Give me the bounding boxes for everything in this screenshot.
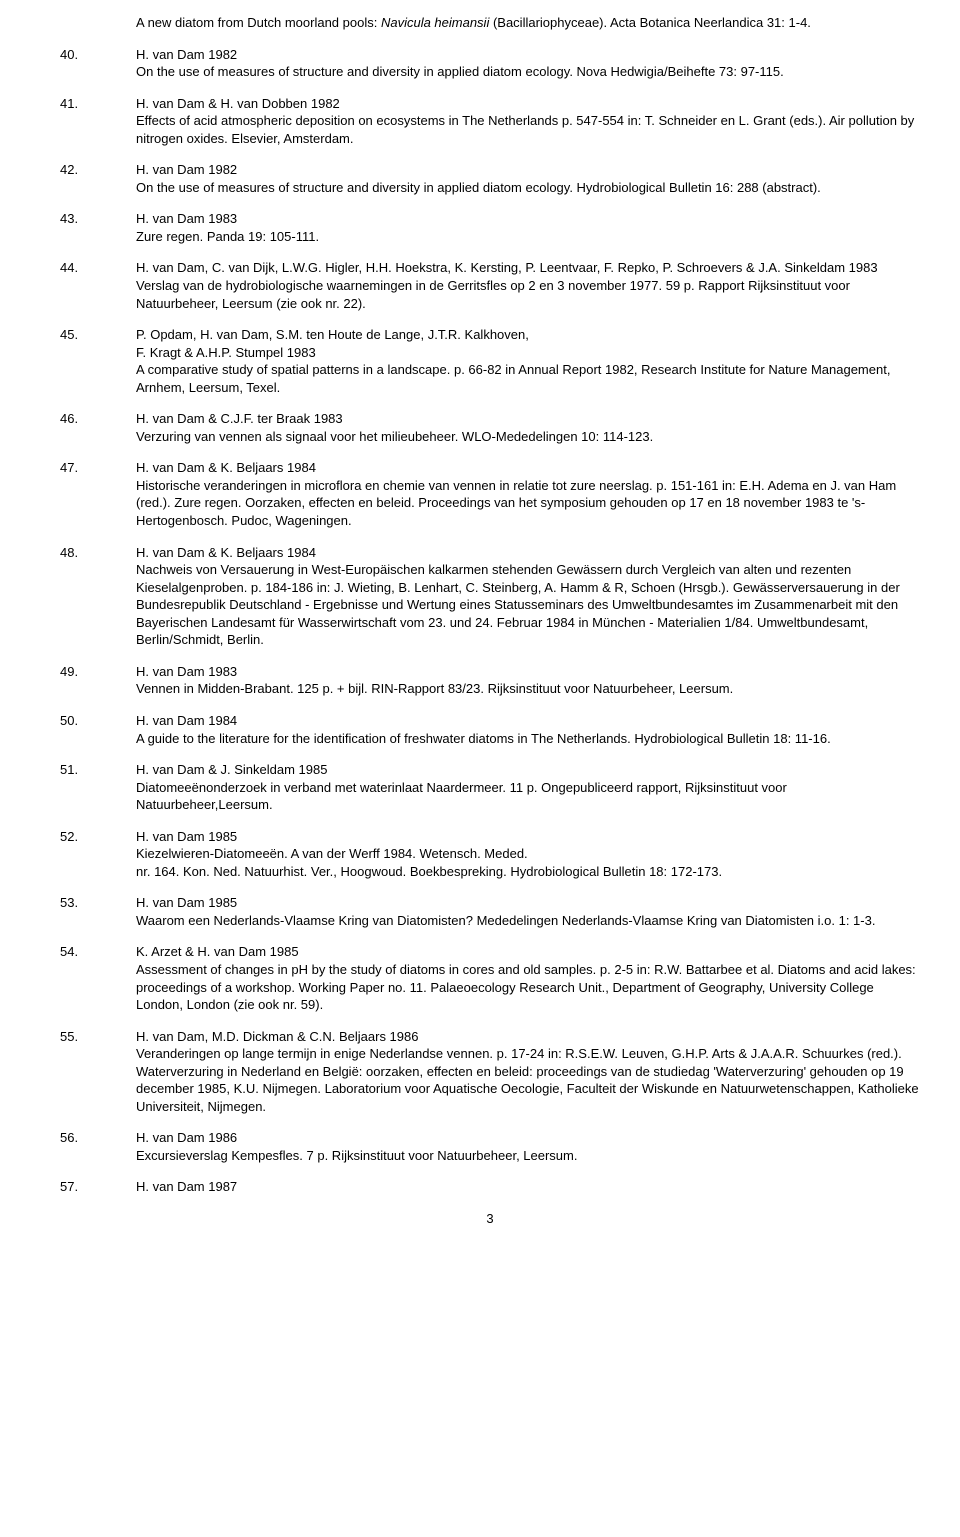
reference-number: 47. (60, 459, 136, 529)
reference-number: 42. (60, 161, 136, 196)
reference-entry: 52.H. van Dam 1985Kiezelwieren-Diatomeeë… (60, 828, 920, 881)
reference-entry: 42.H. van Dam 1982On the use of measures… (60, 161, 920, 196)
reference-number: 43. (60, 210, 136, 245)
reference-entry: 43.H. van Dam 1983Zure regen. Panda 19: … (60, 210, 920, 245)
reference-number: 52. (60, 828, 136, 881)
reference-text: Veranderingen op lange termijn in enige … (136, 1045, 920, 1115)
reference-text: Waarom een Nederlands-Vlaamse Kring van … (136, 912, 920, 930)
reference-entry: 57.H. van Dam 1987 (60, 1178, 920, 1196)
reference-authors: H. van Dam & J. Sinkeldam 1985 (136, 761, 920, 779)
reference-authors-line2: F. Kragt & A.H.P. Stumpel 1983 (136, 344, 920, 362)
reference-body: H. van Dam, C. van Dijk, L.W.G. Higler, … (136, 259, 920, 312)
reference-entry: 56.H. van Dam 1986Excursieverslag Kempes… (60, 1129, 920, 1164)
reference-authors: H. van Dam 1987 (136, 1178, 920, 1196)
reference-body: H. van Dam 1982On the use of measures of… (136, 46, 920, 81)
reference-body: H. van Dam & C.J.F. ter Braak 1983Verzur… (136, 410, 920, 445)
reference-authors: P. Opdam, H. van Dam, S.M. ten Houte de … (136, 326, 920, 344)
reference-number: 46. (60, 410, 136, 445)
reference-text: On the use of measures of structure and … (136, 179, 920, 197)
reference-authors: H. van Dam 1985 (136, 894, 920, 912)
reference-authors: H. van Dam & H. van Dobben 1982 (136, 95, 920, 113)
reference-text: Assessment of changes in pH by the study… (136, 961, 920, 1014)
reference-entry: 53.H. van Dam 1985Waarom een Nederlands-… (60, 894, 920, 929)
reference-text: Historische veranderingen in microflora … (136, 477, 920, 530)
reference-text: Diatomeeënonderzoek in verband met water… (136, 779, 920, 814)
reference-body: P. Opdam, H. van Dam, S.M. ten Houte de … (136, 326, 920, 396)
reference-entry: 51.H. van Dam & J. Sinkeldam 1985Diatome… (60, 761, 920, 814)
reference-text: On the use of measures of structure and … (136, 63, 920, 81)
reference-text: Vennen in Midden-Brabant. 125 p. + bijl.… (136, 680, 920, 698)
reference-authors: H. van Dam 1983 (136, 663, 920, 681)
reference-number: 57. (60, 1178, 136, 1196)
reference-text: A comparative study of spatial patterns … (136, 361, 920, 396)
reference-authors: H. van Dam 1982 (136, 161, 920, 179)
orphan-continuation: A new diatom from Dutch moorland pools: … (136, 14, 920, 32)
reference-text: Verzuring van vennen als signaal voor he… (136, 428, 920, 446)
reference-text: Nachweis von Versauerung in West-Europäi… (136, 561, 920, 649)
reference-body: H. van Dam & H. van Dobben 1982Effects o… (136, 95, 920, 148)
reference-body: H. van Dam & K. Beljaars 1984Nachweis vo… (136, 544, 920, 649)
reference-number: 50. (60, 712, 136, 747)
reference-body: H. van Dam & K. Beljaars 1984Historische… (136, 459, 920, 529)
reference-authors: H. van Dam 1986 (136, 1129, 920, 1147)
reference-authors: H. van Dam 1983 (136, 210, 920, 228)
reference-entry: 41.H. van Dam & H. van Dobben 1982Effect… (60, 95, 920, 148)
reference-entry: 49.H. van Dam 1983Vennen in Midden-Braba… (60, 663, 920, 698)
reference-body: H. van Dam 1986Excursieverslag Kempesfle… (136, 1129, 920, 1164)
reference-body: K. Arzet & H. van Dam 1985Assessment of … (136, 943, 920, 1013)
reference-number: 53. (60, 894, 136, 929)
reference-authors: H. van Dam & K. Beljaars 1984 (136, 459, 920, 477)
reference-entry: 48.H. van Dam & K. Beljaars 1984Nachweis… (60, 544, 920, 649)
reference-authors: K. Arzet & H. van Dam 1985 (136, 943, 920, 961)
reference-entry: 40.H. van Dam 1982On the use of measures… (60, 46, 920, 81)
reference-body: H. van Dam 1983Zure regen. Panda 19: 105… (136, 210, 920, 245)
reference-entry: 44.H. van Dam, C. van Dijk, L.W.G. Higle… (60, 259, 920, 312)
reference-number: 48. (60, 544, 136, 649)
reference-entry: 45.P. Opdam, H. van Dam, S.M. ten Houte … (60, 326, 920, 396)
reference-number: 49. (60, 663, 136, 698)
reference-entry: 47.H. van Dam & K. Beljaars 1984Historis… (60, 459, 920, 529)
reference-body: H. van Dam, M.D. Dickman & C.N. Beljaars… (136, 1028, 920, 1116)
reference-entry: 54.K. Arzet & H. van Dam 1985Assessment … (60, 943, 920, 1013)
reference-authors: H. van Dam, M.D. Dickman & C.N. Beljaars… (136, 1028, 920, 1046)
reference-text: Excursieverslag Kempesfles. 7 p. Rijksin… (136, 1147, 920, 1165)
reference-number: 56. (60, 1129, 136, 1164)
reference-entry: 46.H. van Dam & C.J.F. ter Braak 1983Ver… (60, 410, 920, 445)
reference-entry: 55.H. van Dam, M.D. Dickman & C.N. Belja… (60, 1028, 920, 1116)
reference-authors: H. van Dam 1982 (136, 46, 920, 64)
reference-number: 51. (60, 761, 136, 814)
reference-text: A guide to the literature for the identi… (136, 730, 920, 748)
reference-number: 40. (60, 46, 136, 81)
page-number: 3 (60, 1210, 920, 1228)
reference-body: H. van Dam & J. Sinkeldam 1985Diatomeeën… (136, 761, 920, 814)
reference-number: 44. (60, 259, 136, 312)
reference-number: 54. (60, 943, 136, 1013)
reference-authors: H. van Dam 1985 (136, 828, 920, 846)
reference-text-line2: nr. 164. Kon. Ned. Natuurhist. Ver., Hoo… (136, 863, 920, 881)
reference-entry: 50.H. van Dam 1984A guide to the literat… (60, 712, 920, 747)
reference-authors: H. van Dam & C.J.F. ter Braak 1983 (136, 410, 920, 428)
reference-body: H. van Dam 1985Waarom een Nederlands-Vla… (136, 894, 920, 929)
reference-body: H. van Dam 1984A guide to the literature… (136, 712, 920, 747)
reference-text: Zure regen. Panda 19: 105-111. (136, 228, 920, 246)
reference-number: 45. (60, 326, 136, 396)
reference-number: 55. (60, 1028, 136, 1116)
reference-authors: H. van Dam, C. van Dijk, L.W.G. Higler, … (136, 259, 920, 277)
reference-authors: H. van Dam & K. Beljaars 1984 (136, 544, 920, 562)
reference-body: H. van Dam 1983Vennen in Midden-Brabant.… (136, 663, 920, 698)
reference-text: Verslag van de hydrobiologische waarnemi… (136, 277, 920, 312)
reference-number: 41. (60, 95, 136, 148)
reference-body: H. van Dam 1985Kiezelwieren-Diatomeeën. … (136, 828, 920, 881)
reference-body: H. van Dam 1982On the use of measures of… (136, 161, 920, 196)
reference-text: Kiezelwieren-Diatomeeën. A van der Werff… (136, 845, 920, 863)
reference-authors: H. van Dam 1984 (136, 712, 920, 730)
reference-text: Effects of acid atmospheric deposition o… (136, 112, 920, 147)
reference-body: H. van Dam 1987 (136, 1178, 920, 1196)
